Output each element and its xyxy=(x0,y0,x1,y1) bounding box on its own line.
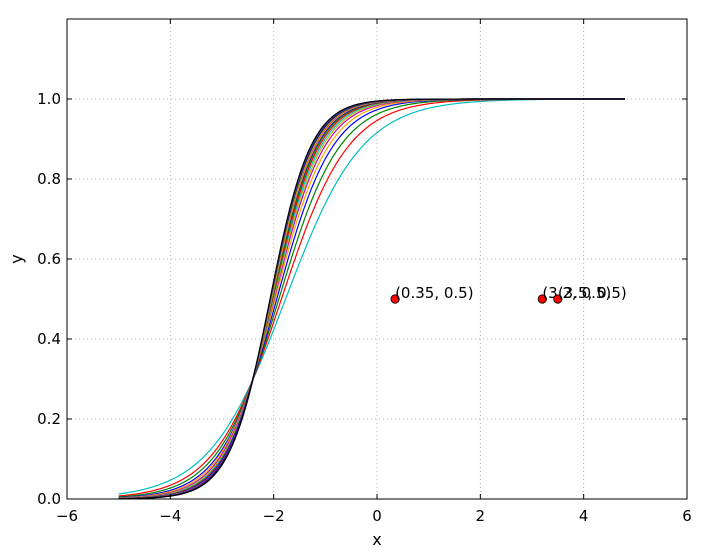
x-tick-label: −4 xyxy=(159,507,181,525)
curves xyxy=(118,98,625,500)
x-tick-label: 6 xyxy=(682,507,692,525)
ticks: −6 −4 −2 0 2 4 6 0.0 0.2 0.4 0.6 0.8 1.0 xyxy=(37,19,692,525)
point-marker-0 xyxy=(390,294,400,304)
points: (0.35, 0.5) (3.2, 0.5)(3.5, 0.5) xyxy=(390,284,627,304)
y-axis-label: y xyxy=(7,254,26,263)
x-tick-label: 2 xyxy=(476,507,486,525)
y-tick-label: 0.2 xyxy=(37,410,61,428)
x-tick-label: −6 xyxy=(56,507,78,525)
x-tick-label: 4 xyxy=(579,507,589,525)
y-tick-label: 0.8 xyxy=(37,170,61,188)
x-tick-label: −2 xyxy=(263,507,285,525)
point-marker-1 xyxy=(537,294,547,304)
y-tick-label: 0.4 xyxy=(37,330,61,348)
x-axis-label: x xyxy=(372,530,381,549)
y-tick-label: 0.6 xyxy=(37,250,61,268)
y-tick-label: 1.0 xyxy=(37,90,61,108)
point-annotation: (0.35, 0.5) xyxy=(395,284,474,302)
y-tick-label: 0.0 xyxy=(37,490,61,508)
x-tick-label: 0 xyxy=(372,507,382,525)
point-marker-2 xyxy=(553,294,563,304)
series-line-17 xyxy=(118,98,625,500)
point-annotation: (3.5, 0.5) xyxy=(558,284,627,302)
